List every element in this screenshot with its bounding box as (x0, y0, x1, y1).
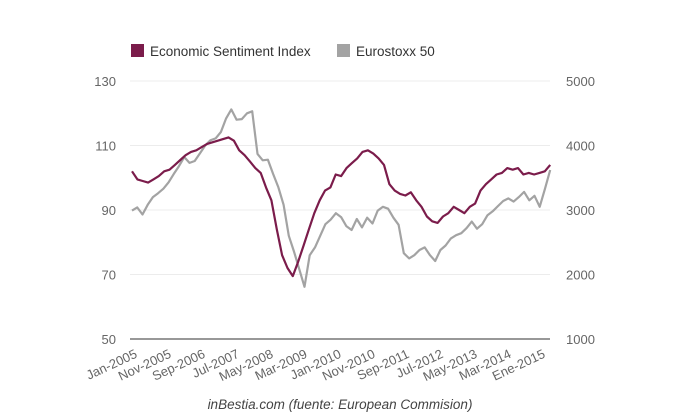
series-line-eurostoxx (131, 108, 552, 288)
legend-label-eurostoxx[interactable]: Eurostoxx 50 (356, 44, 435, 59)
right-axis-ticks: 1000 2000 3000 4000 5000 (566, 74, 595, 347)
right-tick-label: 2000 (566, 268, 595, 283)
right-tick-label: 4000 (566, 139, 595, 154)
gridlines (130, 80, 550, 340)
right-tick-label: 1000 (566, 332, 595, 347)
legend-swatch-eurostoxx[interactable] (337, 44, 350, 57)
x-axis-ticks: Jan-2005Nov-2005Sep-2006Jul-2007May-2008… (84, 346, 547, 384)
series-lines (131, 108, 552, 288)
source-note: inBestia.com (fuente: European Commision… (208, 397, 473, 412)
right-tick-label: 3000 (566, 203, 595, 218)
legend-label-esi[interactable]: Economic Sentiment Index (150, 44, 311, 59)
left-axis-ticks: 50 70 90 110 130 (94, 74, 116, 347)
series-line-esi (131, 136, 552, 278)
left-tick-label: 130 (94, 74, 116, 89)
left-tick-label: 90 (102, 203, 116, 218)
right-tick-label: 5000 (566, 74, 595, 89)
legend-swatch-esi[interactable] (131, 44, 144, 57)
left-tick-label: 50 (102, 332, 116, 347)
left-tick-label: 70 (102, 268, 116, 283)
legend: Economic Sentiment Index Eurostoxx 50 (131, 44, 435, 59)
left-tick-label: 110 (95, 139, 116, 154)
